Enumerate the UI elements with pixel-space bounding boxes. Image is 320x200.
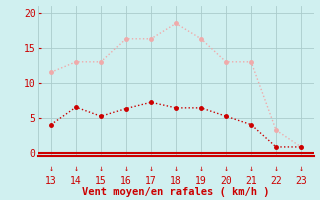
Text: 22: 22 [270, 176, 282, 186]
Text: ↓: ↓ [198, 164, 204, 173]
Text: ↓: ↓ [148, 164, 154, 173]
Text: ↓: ↓ [99, 164, 103, 173]
Text: ↓: ↓ [124, 164, 128, 173]
Text: ↓: ↓ [73, 164, 78, 173]
Text: 17: 17 [145, 176, 157, 186]
Text: 13: 13 [45, 176, 57, 186]
X-axis label: Vent moyen/en rafales ( km/h ): Vent moyen/en rafales ( km/h ) [82, 187, 270, 197]
Text: 19: 19 [195, 176, 207, 186]
Text: 23: 23 [295, 176, 307, 186]
Text: 20: 20 [220, 176, 232, 186]
Text: ↓: ↓ [173, 164, 179, 173]
Text: ↓: ↓ [274, 164, 279, 173]
Text: ↓: ↓ [299, 164, 304, 173]
Text: ↓: ↓ [224, 164, 228, 173]
Text: 16: 16 [120, 176, 132, 186]
Text: ↓: ↓ [48, 164, 53, 173]
Text: ↓: ↓ [249, 164, 253, 173]
Text: 14: 14 [70, 176, 82, 186]
Text: 15: 15 [95, 176, 107, 186]
Text: 21: 21 [245, 176, 257, 186]
Text: 18: 18 [170, 176, 182, 186]
